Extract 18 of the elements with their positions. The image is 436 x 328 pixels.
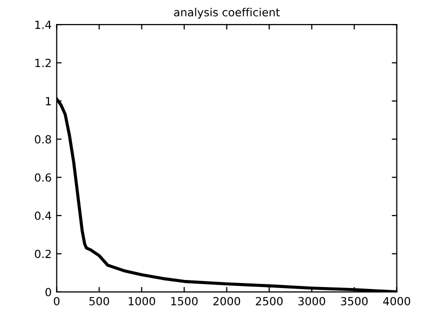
x-tick-label: 2000 — [213, 296, 240, 306]
y-tick-label: 1 — [46, 97, 51, 106]
x-tick-label: 2500 — [256, 296, 283, 306]
y-tick-label: 0 — [45, 288, 52, 296]
x-tick-label: 1500 — [171, 296, 198, 306]
y-tick-label: 0.4 — [34, 212, 52, 220]
chart-title: analysis coefficient — [174, 8, 280, 19]
x-tick-label: 0 — [54, 296, 60, 306]
y-tick-label: 0.8 — [34, 135, 52, 144]
x-tick-label: 3500 — [340, 296, 368, 306]
x-tick-label: 1000 — [128, 296, 156, 306]
y-tick-label: 1.2 — [35, 58, 51, 68]
x-tick-label: 4000 — [383, 296, 410, 306]
y-tick-label: 0.2 — [34, 250, 51, 258]
x-tick-label: 3000 — [298, 296, 326, 306]
y-tick-label: 0.6 — [34, 173, 52, 182]
y-tick-label: 1.4 — [35, 20, 52, 29]
x-tick-label: 500 — [89, 296, 110, 306]
